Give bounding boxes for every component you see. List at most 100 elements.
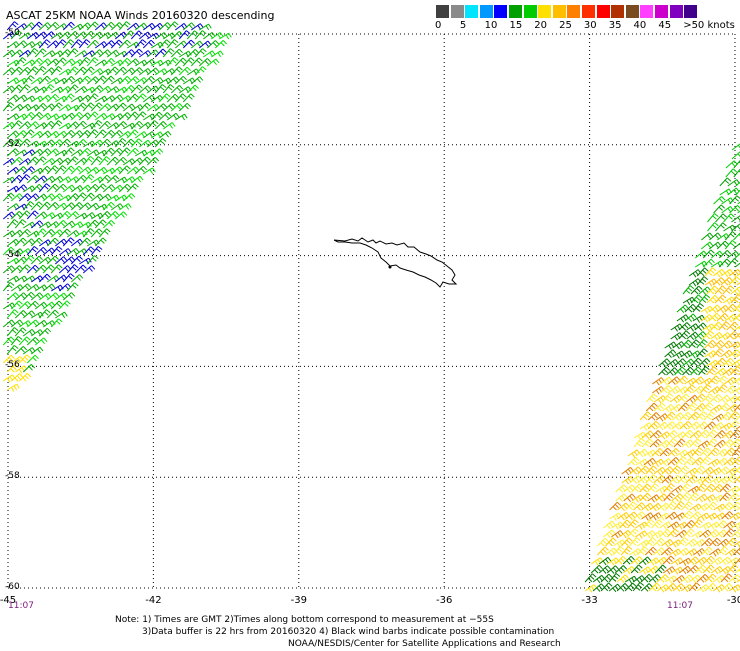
wind-barb [127,184,138,192]
wind-barb [732,448,740,457]
wind-barb [195,67,206,75]
wind-barb [642,431,654,439]
latitude-label: -56 [5,360,20,370]
wind-barb [67,194,79,202]
wind-barb [7,42,19,49]
latitude-label: -50 [5,28,20,38]
wind-barb [713,278,725,286]
wind-barb [720,189,732,195]
wind-barb [59,50,71,58]
wind-barb [159,23,170,31]
wind-barb [700,522,712,529]
wind-barb [7,186,19,192]
wind-barb [19,33,31,39]
wind-barb [179,51,191,57]
wind-barb [91,177,103,183]
wind-barb [635,531,647,539]
wind-barb [187,49,198,57]
wind-barb [7,384,19,391]
wind-barb [11,175,22,183]
wind-barb [95,96,107,102]
wind-barb [171,31,182,39]
wind-barb [622,467,634,475]
wind-barb [593,584,605,592]
wind-barb [67,141,79,147]
wind-barb [616,485,628,493]
wind-barb [51,319,62,327]
wind-barb [639,567,651,575]
longitude-label: -36 [436,595,452,606]
wind-barb [3,159,15,166]
wind-barb [687,557,699,565]
wind-barb [732,216,740,223]
wind-barb [3,50,15,57]
wind-barb [183,94,194,102]
wind-barb [732,224,740,231]
wind-barb [187,85,198,93]
wind-barb [3,303,15,309]
wind-barb [3,68,15,75]
wind-barb [660,522,672,530]
wind-barb [3,177,15,183]
wind-barb [604,521,616,529]
wind-barb [733,547,740,555]
wind-barb [23,60,35,66]
wind-barb [15,131,26,139]
latitude-label: -52 [5,139,20,149]
wind-barb [31,78,43,84]
wind-barb [59,284,71,291]
east-swath-time: 11:07 [667,601,693,611]
wind-barb [55,312,67,318]
wind-barb [697,574,708,582]
wind-barb [91,246,102,255]
wind-barb [71,24,83,30]
wind-barb [51,87,63,93]
wind-barb [23,222,35,228]
wind-barb [690,504,702,512]
wind-barb [732,387,740,395]
note-line-3: NOAA/NESDIS/Center for Satellite Applica… [288,639,561,651]
wind-barb [732,152,740,159]
wind-barb [75,213,87,219]
wind-barb [99,229,110,237]
wind-barb [677,305,689,313]
wind-barb [11,285,23,291]
wind-barb [665,342,677,350]
wind-barb [671,558,683,565]
wind-barb [617,583,628,591]
east-swath-wind-barbs [585,143,740,592]
wind-barb [622,476,634,484]
wind-barb [659,359,671,367]
west-swath-time: 11:07 [8,601,34,611]
wind-barb [191,77,203,84]
longitude-label: -30 [727,595,740,606]
wind-barb [119,113,131,121]
wind-barb [123,50,135,57]
wind-barb [695,251,707,258]
wind-barb [628,450,640,458]
wind-barb [736,423,740,431]
wind-barb [39,328,50,336]
note-line-1: Note: 1) Times are GMT 2)Times along bot… [115,615,494,627]
note-line-2: 3)Data buffer is 22 hrs from 20160320 4)… [142,627,554,639]
wind-barb [7,167,19,174]
longitude-label: -33 [581,595,597,606]
wind-barb [710,477,722,485]
wind-barb [103,41,115,49]
longitude-label: -42 [145,595,161,606]
wind-barb [685,304,696,312]
wind-barb [677,315,689,323]
wind-barb [668,457,679,465]
wind-barb [585,585,597,593]
wind-barb [11,211,22,219]
wind-barb [75,175,86,183]
wind-barb [684,520,695,528]
wind-barb [59,123,71,129]
wind-barb [23,23,35,30]
wind-barb [95,238,106,246]
wind-barb [3,212,15,219]
wind-barb [123,194,134,202]
latitude-label: -54 [5,250,20,260]
wind-barb [151,149,163,156]
longitude-label: -39 [291,595,307,606]
